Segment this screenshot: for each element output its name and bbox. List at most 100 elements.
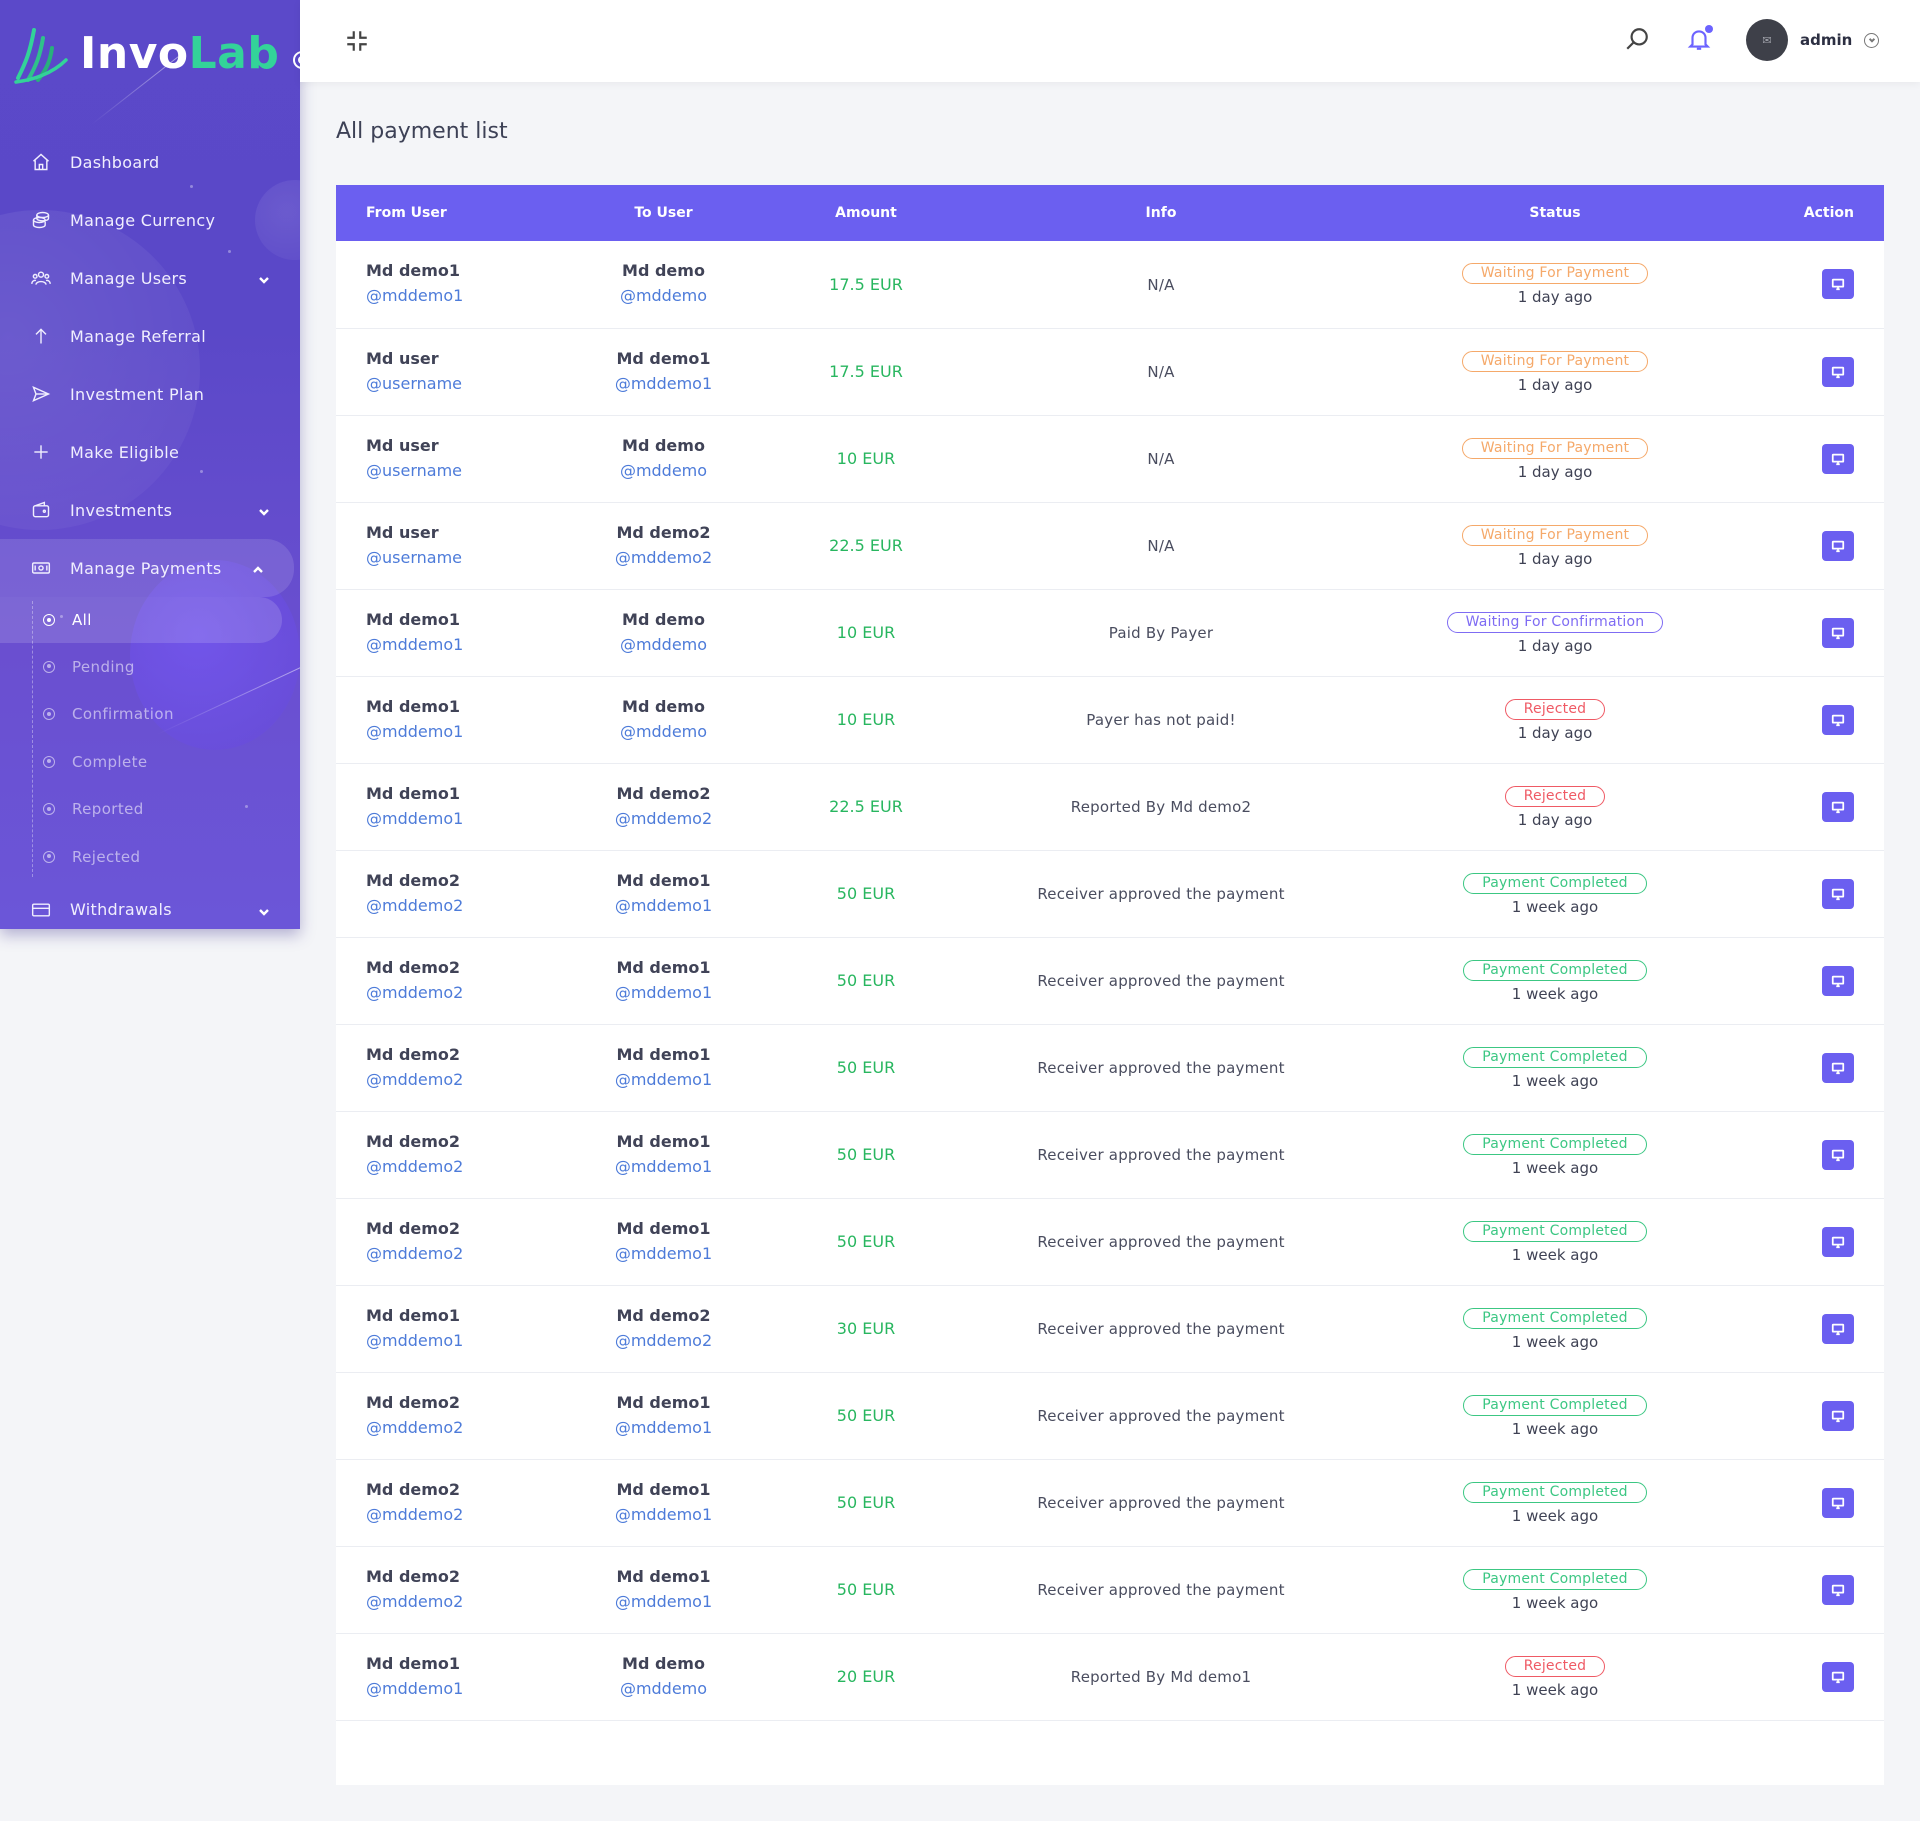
info-text: Receiver approved the payment bbox=[1037, 1320, 1285, 1338]
to-user-handle[interactable]: @mddemo1 bbox=[614, 982, 713, 1002]
column-header-info: Info bbox=[1145, 205, 1177, 221]
from-user-handle[interactable]: @mddemo2 bbox=[366, 1156, 464, 1176]
submenu-item-reported[interactable]: Reported bbox=[0, 786, 300, 834]
sidebar-item-investments[interactable]: Investments bbox=[0, 481, 300, 539]
sidebar-item-manage-payments[interactable]: Manage Payments bbox=[0, 539, 294, 597]
from-user-handle[interactable]: @mddemo2 bbox=[366, 1243, 464, 1263]
view-details-button[interactable] bbox=[1822, 530, 1854, 561]
from-user-handle[interactable]: @mddemo2 bbox=[366, 982, 464, 1002]
submenu-item-rejected[interactable]: Rejected bbox=[0, 833, 300, 881]
user-menu[interactable]: ✉ admin bbox=[1746, 19, 1880, 61]
to-user-handle[interactable]: @mddemo2 bbox=[614, 1330, 713, 1350]
to-user-handle[interactable]: @mddemo1 bbox=[614, 373, 713, 393]
view-details-button[interactable] bbox=[1822, 1052, 1854, 1083]
sidebar-item-make-eligible[interactable]: Make Eligible bbox=[0, 423, 300, 481]
from-user-handle[interactable]: @mddemo1 bbox=[366, 1330, 464, 1350]
to-user-handle[interactable]: @mddemo bbox=[619, 1678, 708, 1698]
action-cell bbox=[1739, 1459, 1884, 1546]
view-details-button[interactable] bbox=[1822, 269, 1854, 300]
view-details-button[interactable] bbox=[1822, 791, 1854, 822]
view-details-button[interactable] bbox=[1822, 443, 1854, 474]
amount-cell: 50 EUR bbox=[781, 850, 951, 937]
to-user-handle[interactable]: @mddemo bbox=[619, 286, 708, 306]
view-details-button[interactable] bbox=[1822, 1313, 1854, 1344]
to-user-handle[interactable]: @mddemo bbox=[619, 460, 708, 480]
from-user-handle[interactable]: @mddemo2 bbox=[366, 1591, 464, 1611]
from-user-handle[interactable]: @mddemo2 bbox=[366, 895, 464, 915]
amount-cell: 50 EUR bbox=[781, 1111, 951, 1198]
from-user-handle[interactable]: @mddemo1 bbox=[366, 1678, 464, 1698]
info-text: Receiver approved the payment bbox=[1037, 885, 1285, 903]
view-details-button[interactable] bbox=[1822, 356, 1854, 387]
from-user-handle[interactable]: @mddemo2 bbox=[366, 1417, 464, 1437]
info-cell: Receiver approved the payment bbox=[951, 1546, 1371, 1633]
view-details-button[interactable] bbox=[1822, 1139, 1854, 1170]
from-user-handle[interactable]: @username bbox=[366, 373, 462, 393]
to-user-handle[interactable]: @mddemo1 bbox=[614, 1591, 713, 1611]
status-badge: Payment Completed bbox=[1463, 1394, 1647, 1416]
bell-icon[interactable] bbox=[1686, 25, 1713, 52]
to-user-cell: Md demo @mddemo bbox=[546, 589, 781, 676]
status-cell: Waiting For Confirmation 1 day ago bbox=[1371, 589, 1739, 676]
from-user-handle[interactable]: @username bbox=[366, 547, 462, 567]
status-cell: Waiting For Payment 1 day ago bbox=[1371, 328, 1739, 415]
info-text: Receiver approved the payment bbox=[1037, 1146, 1285, 1164]
sidebar-item-manage-users[interactable]: Manage Users bbox=[0, 249, 300, 307]
search-icon[interactable] bbox=[1624, 26, 1650, 52]
time-ago: 1 day ago bbox=[1517, 549, 1593, 568]
to-user-handle[interactable]: @mddemo bbox=[619, 634, 708, 654]
table-row: Md user @username Md demo2 @mddemo2 22.5… bbox=[336, 502, 1884, 589]
to-user-handle[interactable]: @mddemo1 bbox=[614, 1069, 713, 1089]
bullet-icon bbox=[43, 614, 55, 626]
from-user-handle[interactable]: @mddemo1 bbox=[366, 721, 464, 741]
submenu-guide-line bbox=[32, 601, 33, 877]
time-ago: 1 day ago bbox=[1517, 375, 1593, 394]
from-user-handle[interactable]: @username bbox=[366, 460, 462, 480]
info-cell: Receiver approved the payment bbox=[951, 1372, 1371, 1459]
submenu-item-complete[interactable]: Complete bbox=[0, 738, 300, 786]
submenu-item-confirmation[interactable]: Confirmation bbox=[0, 691, 300, 739]
from-user-handle[interactable]: @mddemo1 bbox=[366, 634, 464, 654]
user-name: admin bbox=[1800, 31, 1853, 49]
status-cell: Rejected 1 day ago bbox=[1371, 763, 1739, 850]
to-user-handle[interactable]: @mddemo1 bbox=[614, 895, 713, 915]
status-badge: Payment Completed bbox=[1463, 1481, 1647, 1503]
submenu-item-pending[interactable]: Pending bbox=[0, 643, 300, 691]
from-user-handle[interactable]: @mddemo2 bbox=[366, 1069, 464, 1089]
compress-icon[interactable] bbox=[344, 28, 370, 54]
view-details-button[interactable] bbox=[1822, 965, 1854, 996]
view-details-button[interactable] bbox=[1822, 1226, 1854, 1257]
time-ago: 1 week ago bbox=[1511, 1071, 1599, 1090]
sidebar-item-dashboard[interactable]: Dashboard bbox=[0, 133, 300, 191]
sidebar-item-withdrawals[interactable]: Withdrawals bbox=[0, 881, 300, 930]
view-details-button[interactable] bbox=[1822, 1487, 1854, 1518]
view-details-button[interactable] bbox=[1822, 704, 1854, 735]
sidebar-item-manage-currency[interactable]: Manage Currency bbox=[0, 191, 300, 249]
to-user-handle[interactable]: @mddemo2 bbox=[614, 547, 713, 567]
sidebar-item-investment-plan[interactable]: Investment Plan bbox=[0, 365, 300, 423]
from-user-handle[interactable]: @mddemo1 bbox=[366, 286, 464, 306]
view-details-button[interactable] bbox=[1822, 1574, 1854, 1605]
to-user-cell: Md demo2 @mddemo2 bbox=[546, 1285, 781, 1372]
to-user-cell: Md demo @mddemo bbox=[546, 415, 781, 502]
submenu-item-all[interactable]: All bbox=[0, 597, 282, 643]
view-details-button[interactable] bbox=[1822, 1400, 1854, 1431]
to-user-handle[interactable]: @mddemo1 bbox=[614, 1417, 713, 1437]
from-user-name: Md user bbox=[366, 348, 439, 368]
view-details-button[interactable] bbox=[1822, 1661, 1854, 1692]
brand-logo[interactable]: InvoLab bbox=[12, 22, 300, 86]
to-user-handle[interactable]: @mddemo1 bbox=[614, 1243, 713, 1263]
view-details-button[interactable] bbox=[1822, 617, 1854, 648]
amount-cell: 22.5 EUR bbox=[781, 763, 951, 850]
to-user-handle[interactable]: @mddemo2 bbox=[614, 808, 713, 828]
to-user-handle[interactable]: @mddemo bbox=[619, 721, 708, 741]
sidebar-item-manage-referral[interactable]: Manage Referral bbox=[0, 307, 300, 365]
to-user-handle[interactable]: @mddemo1 bbox=[614, 1156, 713, 1176]
column-header-to: To User bbox=[634, 205, 693, 221]
view-details-button[interactable] bbox=[1822, 878, 1854, 909]
info-text: Payer has not paid! bbox=[1086, 711, 1236, 729]
to-user-handle[interactable]: @mddemo1 bbox=[614, 1504, 713, 1524]
from-user-handle[interactable]: @mddemo1 bbox=[366, 808, 464, 828]
from-user-handle[interactable]: @mddemo2 bbox=[366, 1504, 464, 1524]
amount-cell: 50 EUR bbox=[781, 1024, 951, 1111]
